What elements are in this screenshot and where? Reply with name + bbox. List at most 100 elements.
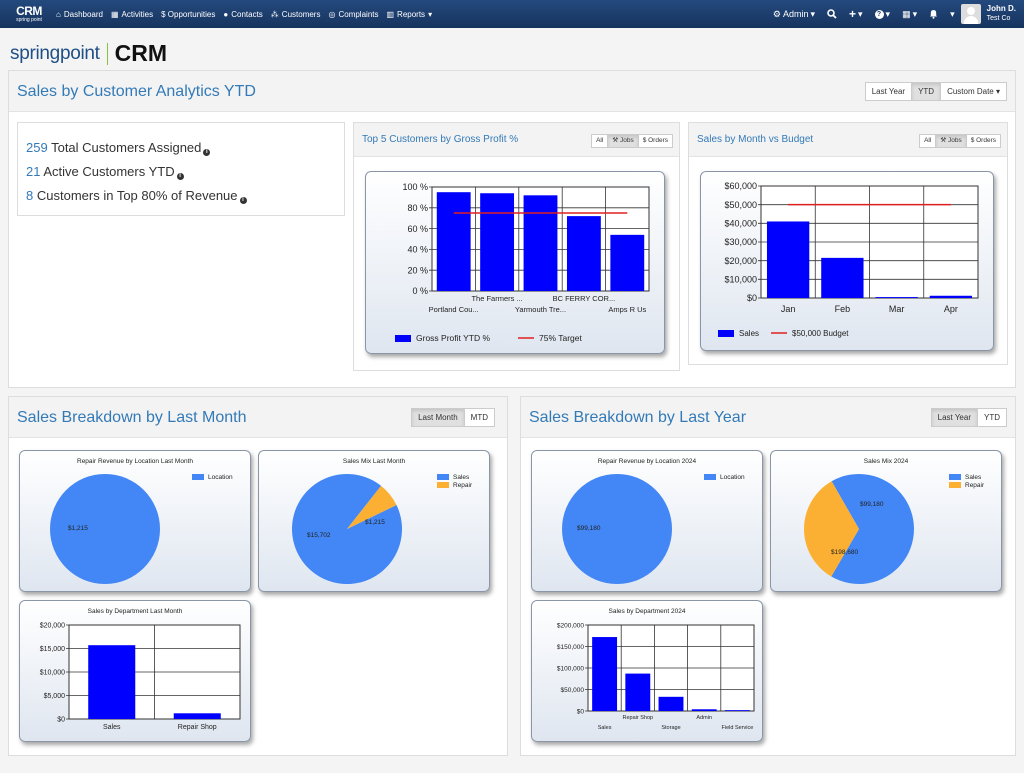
x-tick-label: Sales xyxy=(103,724,121,731)
filter-jobs-label: Jobs xyxy=(619,137,634,144)
nav-label: Reports xyxy=(397,9,426,19)
last-year-title: Sales Breakdown by Last Year xyxy=(529,409,747,426)
avatar xyxy=(960,4,981,24)
nav-user[interactable]: ● Contacts xyxy=(219,0,266,28)
stat-label: Total Customers Assigned xyxy=(51,140,202,155)
pie-value-label: $1,215 xyxy=(365,519,385,526)
last-year-button[interactable]: Last Year xyxy=(930,408,978,427)
notifications-button[interactable] xyxy=(923,0,944,28)
x-tick-label: Field Service xyxy=(722,725,754,731)
user-name: John D. xyxy=(986,4,1016,13)
nav-home[interactable]: ⌂ Dashboard xyxy=(52,0,107,28)
y-tick-label: $50,000 xyxy=(724,200,757,210)
legend-label: Repair xyxy=(453,482,473,489)
question-icon: ? xyxy=(874,9,884,19)
bar xyxy=(173,713,221,719)
x-tick-label: Jan xyxy=(781,304,796,314)
help-menu[interactable]: ? ▾ xyxy=(869,0,897,28)
filter-orders-button[interactable]: $ Orders xyxy=(638,134,673,148)
top5-chart-card: 0 % 20 % 40 % 60 % 80 % 100 % Portland Cou... T… xyxy=(365,171,665,354)
lm-location-chart: $1,215 Location xyxy=(50,474,233,584)
y-tick-label: 60 % xyxy=(407,224,428,234)
pie-slice xyxy=(50,474,160,584)
nav-sitemap[interactable]: ⁂ Customers xyxy=(267,0,325,28)
bar xyxy=(625,673,651,711)
y-tick-label: $10,000 xyxy=(40,669,65,676)
filter-jobs-button[interactable]: ⚒ Jobs xyxy=(608,134,639,148)
search-button[interactable] xyxy=(821,0,843,28)
add-menu[interactable]: + ▾ xyxy=(843,0,869,28)
pie-value-label: $99,180 xyxy=(860,501,884,508)
ly-location-chart: $99,180 Location xyxy=(562,474,745,584)
mtd-button[interactable]: MTD xyxy=(464,408,495,427)
pie-slice xyxy=(804,481,859,577)
custom-date-button[interactable]: Custom Date ▾ xyxy=(941,82,1007,101)
ytd-button[interactable]: YTD xyxy=(912,82,942,101)
chart-title: Repair Revenue by Location 2024 xyxy=(597,458,697,465)
monthly-chart-card: $0 $10,000 $20,000 $30,000 $40,000 $50,000 $60… xyxy=(700,171,994,351)
filter-jobs-button[interactable]: ⚒ Jobs xyxy=(936,134,967,148)
nav-calendar[interactable]: ▦ Activities xyxy=(107,0,157,28)
caret-down-icon: ▾ xyxy=(810,8,815,19)
x-tick-label: Mar xyxy=(889,304,905,314)
calendar-menu[interactable]: ▦ ▾ xyxy=(896,0,923,28)
brand-logo[interactable]: CRM spring point xyxy=(6,0,52,28)
brand-crm-text: CRM xyxy=(16,3,42,18)
nav-bar-chart[interactable]: ▥ Reports ▾ xyxy=(382,0,436,28)
ly-location-chart-card: $99,180 Location Repair Revenue by Locati… xyxy=(531,450,763,592)
nav-dollar[interactable]: $ Opportunities xyxy=(157,0,219,28)
nav-support[interactable]: ◎ Complaints xyxy=(324,0,382,28)
top5-title: Top 5 Customers by Gross Profit % xyxy=(362,134,519,145)
search-icon xyxy=(827,9,837,19)
ytd-button[interactable]: YTD xyxy=(978,408,1007,427)
caret-down-icon: ▾ xyxy=(428,9,433,19)
y-tick-label: $20,000 xyxy=(40,622,65,629)
legend-label: 75% Target xyxy=(539,333,582,343)
customer-stats-box: 259 Total Customers Assigned i 21 Active … xyxy=(17,122,345,216)
brand-sub-text: spring point xyxy=(16,16,42,23)
last-month-button[interactable]: Last Month xyxy=(411,408,465,427)
y-tick-label: $20,000 xyxy=(724,256,757,266)
caret-down-icon: ▾ xyxy=(885,8,891,19)
x-tick-label: Feb xyxy=(835,304,851,314)
x-tick-label: Storage xyxy=(661,725,680,731)
pie-slice xyxy=(831,474,914,584)
legend-swatch xyxy=(949,474,961,480)
info-icon[interactable]: i xyxy=(176,173,184,180)
support-icon: ◎ xyxy=(328,9,336,19)
legend-label: Repair xyxy=(965,482,985,489)
y-tick-label: $0 xyxy=(57,716,65,723)
x-tick-label: Admin xyxy=(696,715,712,721)
y-tick-label: 100 % xyxy=(402,182,428,192)
info-icon[interactable]: i xyxy=(239,197,247,204)
lm-location-chart-card: $1,215 Location Repair Revenue by Locatio… xyxy=(19,450,251,592)
y-tick-label: $150,000 xyxy=(557,644,584,651)
legend-label: $50,000 Budget xyxy=(792,329,849,338)
caret-down-icon: ▾ xyxy=(995,87,1000,96)
x-tick-label: BC FERRY COR... xyxy=(553,294,616,303)
top5-header: Top 5 Customers by Gross Profit % All ⚒ … xyxy=(354,123,679,157)
top5-customers-panel: Top 5 Customers by Gross Profit % All ⚒ … xyxy=(353,122,680,371)
monthly-header: Sales by Month vs Budget All ⚒ Jobs $ Or… xyxy=(689,123,1007,157)
bar xyxy=(436,192,471,291)
y-tick-label: 80 % xyxy=(407,203,428,213)
filter-orders-button[interactable]: $ Orders xyxy=(966,134,1001,148)
stat-label: Active Customers YTD xyxy=(43,164,175,179)
chart-title: Sales by Department 2024 xyxy=(608,608,686,615)
bar xyxy=(724,710,750,711)
legend-swatch xyxy=(437,482,449,488)
filter-all-button[interactable]: All xyxy=(919,134,937,148)
stat-number: 259 xyxy=(26,140,48,155)
info-icon[interactable]: i xyxy=(203,149,211,156)
nav-label: $ Opportunities xyxy=(161,9,216,19)
ly-mix-chart-card: $198,680 $99,180 Sales Repair Sales Mix 202… xyxy=(770,450,1002,592)
user-menu[interactable]: ▾ John D. Test Co xyxy=(944,0,1024,28)
x-tick-label: Amps R Us xyxy=(608,305,646,314)
last-year-button[interactable]: Last Year xyxy=(864,82,913,101)
y-tick-label: $15,000 xyxy=(40,646,65,653)
legend-label: Sales xyxy=(453,474,470,481)
admin-menu[interactable]: ⚙ Admin ▾ xyxy=(767,0,821,28)
filter-all-button[interactable]: All xyxy=(591,134,609,148)
bar xyxy=(766,221,810,298)
